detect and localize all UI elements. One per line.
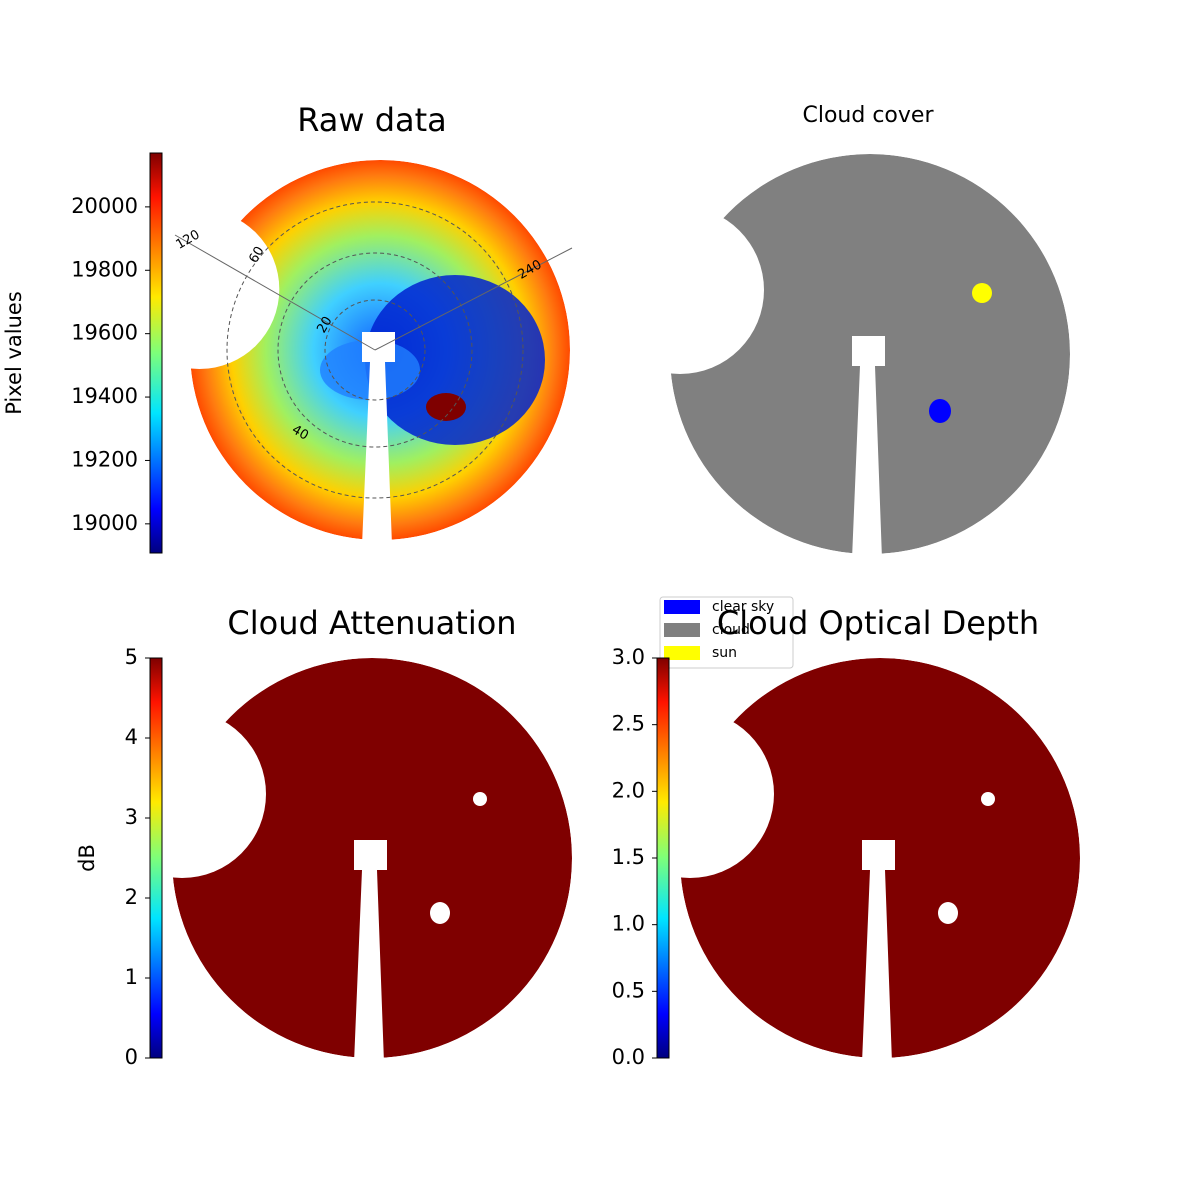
polar-grid-circle xyxy=(324,299,426,401)
panel-title: Raw data xyxy=(297,101,447,139)
colorbar-tick-label: 3.0 xyxy=(612,645,645,669)
colorbar-label: dB xyxy=(75,844,99,872)
colorbar xyxy=(149,657,163,1059)
colorbar-tick-label: 2.0 xyxy=(612,778,645,802)
colorbar-tick-label: 2.5 xyxy=(612,712,645,736)
clear-sky-edge xyxy=(733,239,738,289)
sun-hole xyxy=(473,792,487,806)
polar-label: 40 xyxy=(289,422,311,443)
raw-blue-region xyxy=(365,275,545,445)
colorbar-tick-label: 0 xyxy=(125,1045,138,1069)
sky-image xyxy=(680,658,1080,1058)
raw-blue-region xyxy=(320,340,420,400)
colorbar-tick-label: 19200 xyxy=(71,447,138,471)
clear-sky-region xyxy=(929,399,951,423)
cloud-field xyxy=(670,154,1070,554)
colorbar-tick-label: 0.5 xyxy=(612,978,645,1002)
colorbar-tick-label: 1.0 xyxy=(612,912,645,936)
clear-sky-hole xyxy=(430,902,450,924)
colorbar-tick-label: 4 xyxy=(125,725,138,749)
sky-image xyxy=(190,160,570,540)
sky-image xyxy=(670,154,1070,554)
colorbar xyxy=(149,152,163,554)
panel-title: Cloud Attenuation xyxy=(227,604,516,642)
polar-label: 60 xyxy=(246,244,267,266)
sun-hole xyxy=(981,792,995,806)
sky-image xyxy=(172,658,572,1058)
colorbar-tick-label: 3 xyxy=(125,805,138,829)
legend-label: sun xyxy=(712,645,737,661)
clear-sky-hole xyxy=(938,902,958,924)
polar-label: 120 xyxy=(173,227,202,252)
sun-region xyxy=(972,283,992,303)
panel-title: Cloud cover xyxy=(803,103,935,128)
panel-title: Cloud Optical Depth xyxy=(717,604,1039,642)
colorbar-tick-label: 19400 xyxy=(71,384,138,408)
legend-swatch xyxy=(664,646,700,660)
colorbar xyxy=(656,657,670,1059)
colorbar-tick-label: 5 xyxy=(125,645,138,669)
attenuation-field xyxy=(172,658,572,1058)
colorbar-tick-label: 0.0 xyxy=(612,1045,645,1069)
colorbar-tick-label: 19600 xyxy=(71,321,138,345)
legend-label: clear sky xyxy=(712,599,774,615)
raw-cloud-blob xyxy=(426,393,466,421)
colorbar-tick-label: 19800 xyxy=(71,257,138,281)
colorbar-tick-label: 1 xyxy=(125,965,138,989)
polar-grid-circle xyxy=(277,252,473,448)
polar-grid-line xyxy=(374,247,573,351)
colorbar-tick-label: 2 xyxy=(125,885,138,909)
colorbar-label: Pixel values xyxy=(2,291,26,415)
legend-label: cloud xyxy=(712,622,750,638)
legend-swatch xyxy=(664,623,700,637)
attenuation-field xyxy=(680,658,1080,1058)
colorbar-tick-label: 1.5 xyxy=(612,845,645,869)
colorbar-tick-label: 19000 xyxy=(71,511,138,535)
colorbar-tick-label: 20000 xyxy=(71,194,138,218)
polar-grid-circle xyxy=(226,201,524,499)
legend-swatch xyxy=(664,600,700,614)
polar-label: 20 xyxy=(314,314,335,336)
polar-grid-line xyxy=(174,234,376,351)
